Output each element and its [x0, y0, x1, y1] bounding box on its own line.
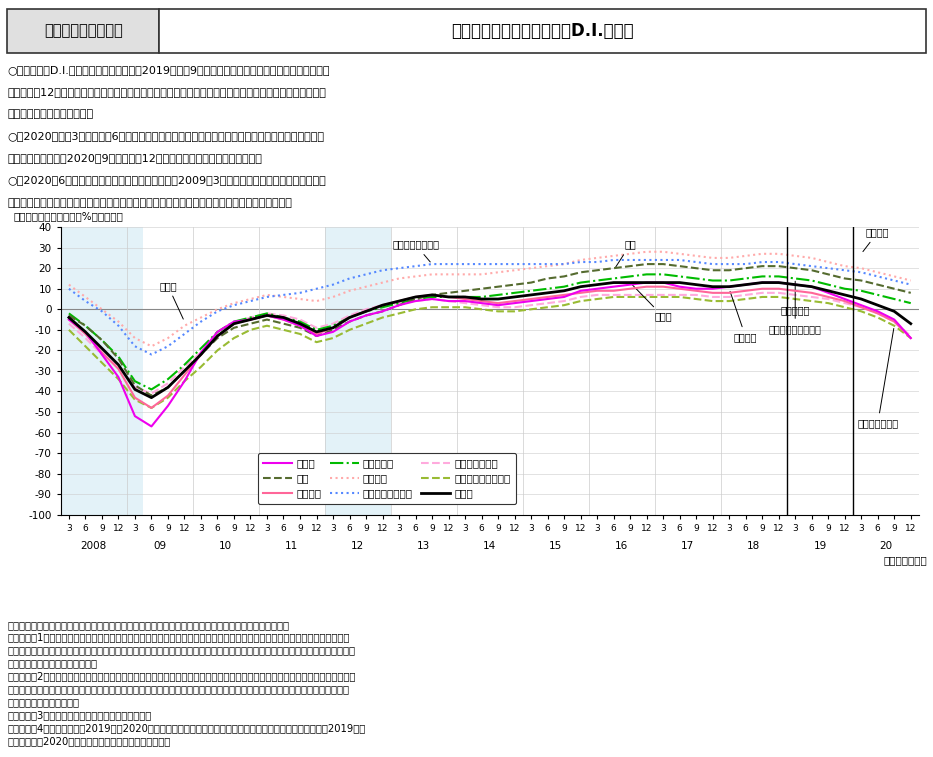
Text: 製造業: 製造業: [160, 281, 183, 319]
Text: 対個人サービス: 対個人サービス: [857, 329, 898, 428]
Text: 2008: 2008: [80, 541, 106, 551]
Text: 卸・小売: 卸・小売: [730, 291, 758, 342]
Text: 悪化したものの、2020年9月調査及び12月調査では改善の傾向がみられた。: 悪化したものの、2020年9月調査及び12月調査では改善の傾向がみられた。: [7, 153, 262, 164]
Text: 全産業: 全産業: [632, 285, 672, 322]
Text: 宿泊・飲食サービス: 宿泊・飲食サービス: [769, 300, 822, 334]
Text: ○　2020年は、3月調査及び6月調査で「宿泊・飲食サービス」「対個人サービス」を中心に急速に: ○ 2020年は、3月調査及び6月調査で「宿泊・飲食サービス」「対個人サービス」…: [7, 131, 325, 141]
Bar: [325, 227, 391, 515]
Text: 第１－（１）－４図: 第１－（１）－４図: [44, 23, 122, 39]
Text: 対事業所サービス: 対事業所サービス: [392, 240, 439, 262]
Text: 主要産業別にみた業況判断D.I.の推移: 主要産業別にみた業況判断D.I.の推移: [451, 22, 634, 40]
Text: 建設: 建設: [615, 240, 636, 268]
Text: 3）グラフのシャドー部分は景気後退期。: 3）グラフのシャドー部分は景気後退期。: [7, 710, 152, 720]
Bar: [61, 227, 143, 515]
Text: く）」「産業廃棄物処理業」「自動車整備業」「機械等修理業」「職業紹介・労働者派遣業」「その他の事業サービ: く）」「産業廃棄物処理業」「自動車整備業」「機械等修理業」「職業紹介・労働者派遣…: [7, 646, 355, 656]
Text: ○　2020年6月調査についてリーマンショック期の2009年3月調査と比較すると、「宿泊・飲食: ○ 2020年6月調査についてリーマンショック期の2009年3月調査と比較すると…: [7, 176, 327, 185]
Legend: 製造業, 建設, 卸・小売, 運輸・郵便, 情報通信, 対事業所サービス, 対個人サービス, 宿泊・飲食サービス, 全産業: 製造業, 建設, 卸・小売, 運輸・郵便, 情報通信, 対事業所サービス, 対個…: [258, 453, 516, 504]
Text: サービス」「対個人サービス」で「悪い」超幅がリーマンショック期を大幅に上回っている。: サービス」「対個人サービス」で「悪い」超幅がリーマンショック期を大幅に上回ってい…: [7, 198, 292, 207]
Text: が含まれる。: が含まれる。: [7, 697, 79, 707]
Text: 4）本白書では、2019年～2020年の労働経済の動向を中心に分析を行うため、見やすさの観点から2019年と: 4）本白書では、2019年～2020年の労働経済の動向を中心に分析を行うため、見…: [7, 723, 366, 733]
Text: 14: 14: [483, 541, 496, 551]
Text: 16: 16: [615, 541, 629, 551]
Text: は「良い」超を維持した。: は「良い」超を維持した。: [7, 109, 93, 119]
Text: （注）　1）「対事業所サービス」には「デザイン業」「広告業」「技術サービス業（他に分類されないもの）（獣医業を除: （注） 1）「対事業所サービス」には「デザイン業」「広告業」「技術サービス業（他…: [7, 633, 350, 643]
Text: 各種学校」「学習塾」「教養・技能教授業」「老人福祉・介護事業」「その他の社会保険・社会福祉・介護事業」: 各種学校」「学習塾」「教養・技能教授業」「老人福祉・介護事業」「その他の社会保険…: [7, 684, 350, 694]
Bar: [7, 9, 159, 53]
Text: （「良い」－「悪い」、%ポイント）: （「良い」－「悪い」、%ポイント）: [13, 211, 123, 221]
Text: 2020年の年の区切りに実線を入れている。: 2020年の年の区切りに実線を入れている。: [7, 736, 171, 746]
Bar: [159, 9, 926, 53]
Text: ス」が、12月調査で「卸・小売」が、「悪い」超に転じた。一方で、「建設」「対事業所サービス」等: ス」が、12月調査で「卸・小売」が、「悪い」超に転じた。一方で、「建設」「対事業…: [7, 87, 327, 97]
Text: 15: 15: [550, 541, 563, 551]
Text: ス業」が含まれる。: ス業」が含まれる。: [7, 659, 97, 668]
Text: 12: 12: [351, 541, 365, 551]
Text: 11: 11: [285, 541, 299, 551]
Text: 09: 09: [153, 541, 166, 551]
Text: 情報通信: 情報通信: [863, 227, 889, 251]
Text: （年・調査月）: （年・調査月）: [884, 556, 927, 565]
Text: 運輸・郵便: 運輸・郵便: [781, 282, 810, 316]
Text: 19: 19: [814, 541, 827, 551]
Text: 20: 20: [880, 541, 893, 551]
Text: 13: 13: [417, 541, 430, 551]
Text: ○　業況判断D.I.を主要産業別にみると、2019年は、9月調査で「製造業」及び「宿泊・飲食サービ: ○ 業況判断D.I.を主要産業別にみると、2019年は、9月調査で「製造業」及び…: [7, 64, 330, 74]
Text: 資料出所　日本銀行「全国企業短期経済観測調査」をもとに厚生労働省政策統括官付政策統括室にて作成: 資料出所 日本銀行「全国企業短期経済観測調査」をもとに厚生労働省政策統括官付政策…: [7, 620, 289, 630]
Text: 10: 10: [219, 541, 232, 551]
Text: 18: 18: [747, 541, 760, 551]
Text: 2）「対個人サービス」には「洗濯・理容・美容・浴場業」「その他の生活関連サービス業」「娯楽業」「専修学校、: 2）「対個人サービス」には「洗濯・理容・美容・浴場業」「その他の生活関連サービス…: [7, 671, 355, 681]
Text: 17: 17: [681, 541, 694, 551]
